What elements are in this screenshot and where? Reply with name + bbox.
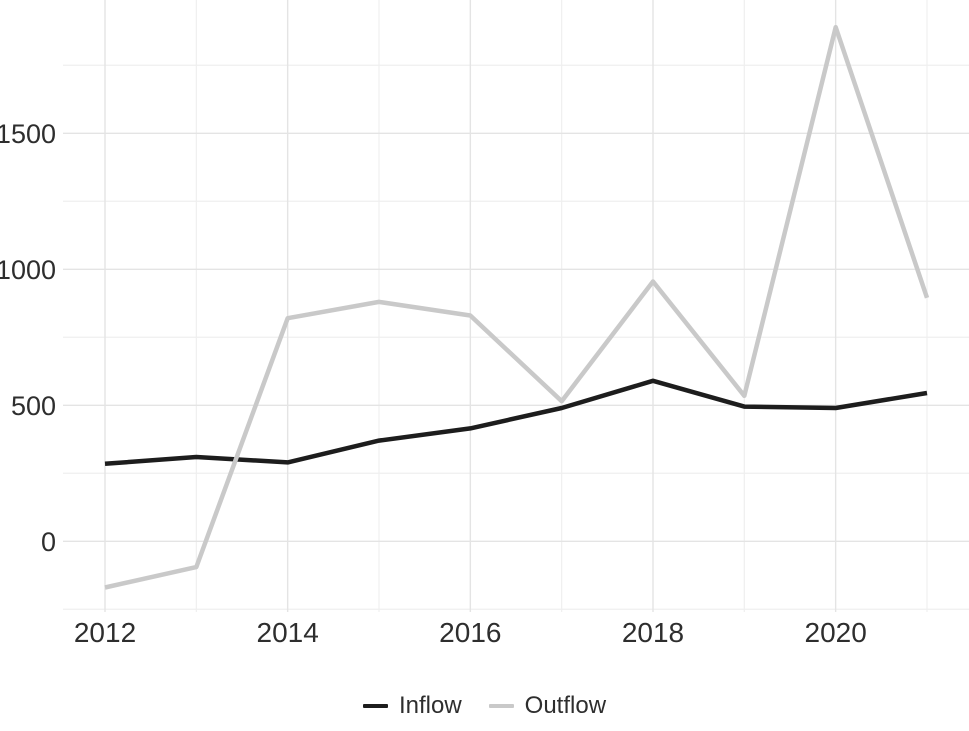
outflow-line (104, 24, 930, 590)
legend-label-outflow: Outflow (524, 692, 607, 719)
legend-label-inflow: Inflow (398, 692, 462, 719)
x-axis-tick-label: 2012 (74, 617, 136, 648)
grid-major (63, 0, 969, 612)
legend-item-outflow: Outflow (488, 692, 607, 719)
y-axis-tick-label: 1000 (0, 255, 56, 285)
series-lines (104, 24, 930, 590)
y-axis-tick-label: 500 (11, 391, 56, 421)
x-axis-tick-label: 2018 (622, 617, 684, 648)
inflow-line (104, 378, 928, 467)
y-axis-tick-label: 0 (41, 527, 56, 557)
axis-tick-labels: 0 500 1000 1500 2012 2014 2016 2018 2020 (0, 119, 867, 648)
legend-item-inflow: Inflow (362, 692, 462, 719)
x-axis-tick-label: 2014 (257, 617, 319, 648)
chart-plot-area: 0 500 1000 1500 2012 2014 2016 2018 2020 (0, 0, 969, 648)
outflow-line-key-icon (488, 703, 514, 709)
y-axis-tick-label: 1500 (0, 119, 56, 149)
x-axis-tick-label: 2020 (805, 617, 867, 648)
chart-legend: Inflow Outflow (0, 694, 969, 718)
inflow-line-key-icon (362, 703, 388, 709)
x-axis-tick-label: 2016 (439, 617, 501, 648)
grid-minor (63, 0, 969, 612)
